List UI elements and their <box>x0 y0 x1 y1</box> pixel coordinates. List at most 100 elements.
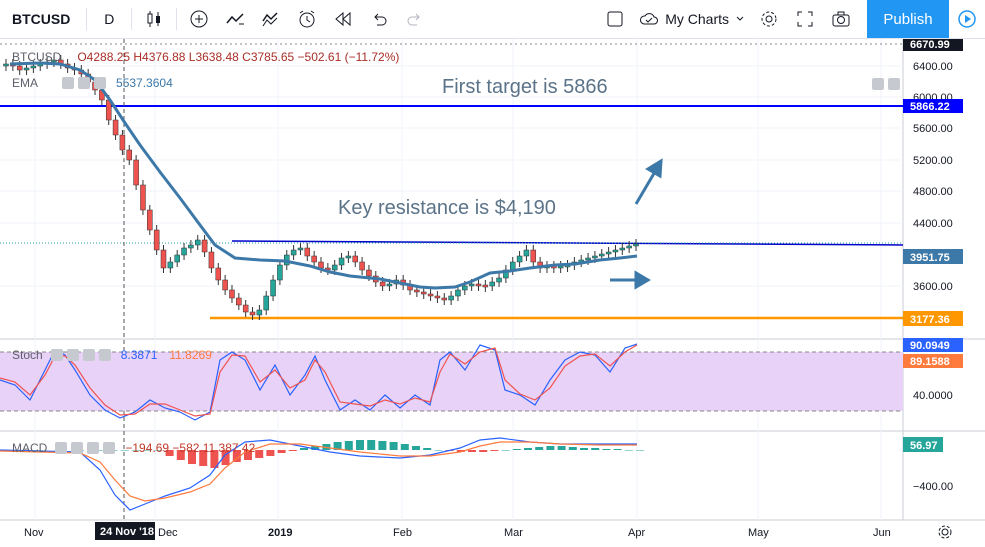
candle <box>16 65 23 71</box>
macd-bar <box>557 446 566 450</box>
macd-bar <box>568 447 577 450</box>
macd-tick: −400.00 <box>913 481 953 493</box>
candle <box>592 255 598 259</box>
undo-icon[interactable] <box>361 0 397 38</box>
candle <box>530 249 537 263</box>
time-label: Apr <box>628 527 645 539</box>
ema-value: 5537.3604 <box>116 76 173 90</box>
macd-bar <box>176 450 185 460</box>
settings-icon[interactable] <box>66 349 79 361</box>
play-icon[interactable] <box>949 0 985 38</box>
time-label: Jun <box>873 527 891 539</box>
macd-bar <box>535 447 544 450</box>
candle <box>427 293 434 297</box>
candle <box>181 247 187 256</box>
ema-line <box>9 61 638 290</box>
indicators-icon[interactable] <box>217 0 253 38</box>
macd-bar <box>490 450 499 451</box>
eye-icon[interactable] <box>62 77 75 89</box>
candle <box>448 295 454 301</box>
ema-label[interactable]: EMA <box>12 76 39 90</box>
macd-label[interactable]: MACD <box>12 441 48 455</box>
stoch-label[interactable]: Stoch <box>12 348 43 362</box>
price-tick: 4400.00 <box>913 218 953 230</box>
replay-icon[interactable] <box>325 0 361 38</box>
macd-bar <box>188 450 196 464</box>
settings-gear-icon[interactable] <box>751 0 787 38</box>
annotation-target: First target is 5866 <box>442 76 608 98</box>
eye-icon[interactable] <box>55 442 68 454</box>
eye-icon[interactable] <box>50 349 63 361</box>
price-tick: 3600.00 <box>913 281 953 293</box>
layout-square-icon[interactable] <box>597 0 633 38</box>
more-icon[interactable] <box>98 349 111 361</box>
macd-bar <box>479 450 488 452</box>
time-label: Dec <box>158 527 178 539</box>
candle <box>523 249 530 257</box>
stoch-d-tag: 89.1588 <box>910 356 950 368</box>
candle <box>612 249 619 253</box>
interval-button[interactable]: D <box>104 11 115 27</box>
macd-bar <box>165 450 174 456</box>
close-icon[interactable] <box>82 349 95 361</box>
time-label: May <box>748 527 769 539</box>
camera-icon[interactable] <box>823 0 859 38</box>
candle <box>366 269 372 277</box>
price-tick: 5200.00 <box>913 155 953 167</box>
cloud-check-icon <box>640 13 659 25</box>
toolbar-divider <box>176 8 178 30</box>
time-label: Feb <box>393 527 412 539</box>
candle <box>379 281 386 287</box>
macd-bar <box>333 442 342 450</box>
candle <box>352 255 358 263</box>
macd-bar <box>400 444 409 450</box>
stoch-d-value: 11.8269 <box>169 348 212 362</box>
candle <box>633 243 639 247</box>
candle <box>462 285 468 291</box>
candles-icon[interactable] <box>136 0 172 38</box>
price-tick: 5600.00 <box>913 123 953 135</box>
macd-bar <box>367 440 376 450</box>
candle <box>441 297 448 301</box>
candle <box>585 257 591 261</box>
candle <box>277 264 283 281</box>
candle <box>290 249 297 256</box>
macd-bar <box>311 446 320 450</box>
macd-bar <box>501 450 510 451</box>
macd-signal-line <box>0 441 637 502</box>
candle <box>242 304 249 313</box>
macd-legend: MACD −194.69 −582.11 387.42 <box>12 441 255 455</box>
settings-gear-icon <box>938 525 952 539</box>
macd-bar <box>613 449 622 450</box>
redo-icon[interactable] <box>397 0 433 38</box>
maximize-icon[interactable] <box>888 78 900 90</box>
candle <box>126 149 133 161</box>
add-indicator-icon[interactable] <box>181 0 217 38</box>
more-icon[interactable] <box>103 442 116 454</box>
publish-button[interactable]: Publish <box>867 0 949 38</box>
close-icon[interactable] <box>87 442 100 454</box>
stoch-tick: 40.0000 <box>913 390 953 402</box>
symbol-search-button[interactable]: BTCUSD <box>12 11 71 27</box>
my-charts-button[interactable]: My Charts <box>633 0 751 38</box>
settings-icon[interactable] <box>71 442 84 454</box>
macd-bar <box>624 450 633 451</box>
settings-icon[interactable] <box>78 77 91 89</box>
close-icon[interactable] <box>94 77 107 89</box>
candle <box>133 159 139 186</box>
time-label: Nov <box>24 527 44 539</box>
macd-bar <box>266 450 275 456</box>
toolbar-divider <box>131 8 133 30</box>
alert-clock-icon[interactable] <box>289 0 325 38</box>
arrow-right-icon <box>610 270 651 290</box>
macd-histogram <box>76 440 644 468</box>
chart-canvas[interactable]: 6400.00 6000.00 5600.00 5200.00 4800.00 … <box>0 39 985 547</box>
collapse-icon[interactable] <box>872 78 884 90</box>
macd-line <box>0 437 637 511</box>
templates-icon[interactable] <box>253 0 289 38</box>
macd-bar <box>277 450 286 453</box>
legend-symbol[interactable]: BTCUSD <box>12 50 62 64</box>
candle <box>496 277 502 283</box>
candle <box>626 245 632 249</box>
fullscreen-icon[interactable] <box>787 0 823 38</box>
